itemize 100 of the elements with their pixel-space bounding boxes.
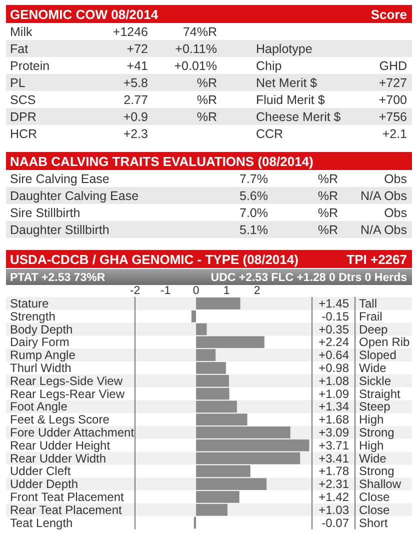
text: +1246: [112, 25, 148, 39]
text: TPI +2267: [346, 252, 407, 267]
data-label: -0.07: [322, 516, 350, 530]
text: Wide: [359, 451, 387, 466]
text: Daughter Stillbirth: [10, 223, 110, 237]
bar: [194, 516, 196, 529]
text: 7.0%: [240, 206, 268, 220]
y-tick-label: Rear Udder Height: [10, 438, 111, 452]
y-tick-label: Thurl Width: [10, 360, 72, 375]
bar: [196, 298, 240, 310]
text: Sloped: [359, 348, 396, 362]
text: Sire Stillbirth: [10, 206, 80, 220]
y-tick-label: Rear Udder Width: [10, 451, 106, 466]
text: Sickle: [359, 374, 392, 388]
y-tick-label: Body Depth: [10, 322, 73, 336]
text: Fluid Merit $: [256, 93, 325, 107]
bar: [191, 310, 196, 322]
text: PL: [10, 76, 26, 90]
text: +0.9: [123, 110, 148, 124]
text: Frail: [359, 309, 382, 324]
text: 5.1%: [240, 223, 268, 237]
text: NAAB CALVING TRAITS EVALUATIONS (08/2014): [10, 154, 314, 169]
text: High: [359, 438, 384, 452]
text: +0.01%: [174, 59, 217, 73]
text: Daughter Calving Ease: [10, 189, 139, 203]
text: %R: [196, 93, 217, 107]
text: High: [359, 412, 384, 427]
text: Sire Calving Ease: [10, 172, 110, 186]
text: PTAT +2.53 73%R: [10, 272, 106, 284]
text: SCS: [10, 93, 36, 107]
text: Fat: [10, 42, 29, 56]
text: Protein: [10, 59, 50, 73]
data-label: +2.24: [318, 335, 350, 350]
text: 2.77: [124, 93, 148, 107]
text: Tall: [359, 296, 378, 310]
x-tick-label: 0: [192, 285, 200, 297]
text: Close: [359, 502, 390, 517]
text: DPR: [10, 110, 36, 124]
text: +2.1: [382, 127, 408, 141]
text: Shallow: [359, 477, 402, 492]
text: Obs: [384, 206, 407, 220]
text: %R: [318, 206, 338, 220]
text: %R: [318, 189, 338, 203]
text: +41: [126, 59, 148, 73]
data-label: +1.03: [318, 502, 350, 517]
text: %R: [318, 172, 338, 186]
y-tick-label: Teat Length: [10, 516, 73, 530]
data-label: +3.41: [318, 451, 350, 466]
x-tick-label: -1: [160, 285, 171, 297]
text: +700: [378, 93, 408, 107]
text: +5.8: [123, 76, 148, 90]
text: 5.6%: [240, 189, 268, 203]
data-label: +1.34: [318, 400, 350, 414]
text: +72: [126, 42, 148, 56]
text: Score: [370, 7, 407, 22]
text: +727: [378, 76, 408, 90]
y-tick-label: Stature: [10, 296, 50, 310]
text: Chip: [256, 59, 282, 73]
text: Cheese Merit $: [256, 110, 341, 124]
text: Straight: [359, 386, 402, 401]
data-label: +1.08: [318, 374, 350, 388]
text: +756: [378, 110, 408, 124]
y-tick-label: Strength: [10, 309, 56, 324]
text: Wide: [359, 360, 387, 375]
data-label: +2.31: [318, 477, 350, 492]
y-tick-label: Fore Udder Attachment: [10, 425, 135, 440]
y-tick-label: Dairy Form: [10, 335, 70, 350]
y-tick-label: Feet & Legs Score: [10, 412, 110, 427]
data-label: -0.15: [322, 309, 350, 324]
text: N/A Obs: [360, 189, 407, 203]
text: Deep: [359, 322, 388, 336]
text: Obs: [384, 172, 407, 186]
data-label: +1.09: [318, 386, 350, 401]
x-tick-label: 1: [223, 285, 230, 297]
data-label: +0.64: [318, 348, 350, 362]
y-tick-label: Foot Angle: [10, 400, 68, 414]
text: %R: [196, 110, 217, 124]
data-label: +1.78: [318, 464, 350, 478]
text: Milk: [10, 25, 33, 39]
text: Strong: [359, 425, 394, 440]
data-label: +0.35: [318, 322, 350, 336]
text: +2.3: [123, 127, 148, 141]
text: CCR: [256, 127, 284, 141]
text: N/A Obs: [360, 223, 407, 237]
y-tick-label: Udder Cleft: [10, 464, 72, 478]
y-tick-label: Rump Angle: [10, 348, 76, 362]
y-tick-label: Udder Depth: [10, 477, 78, 492]
y-tick-label: Rear Teat Placement: [10, 502, 123, 517]
text: Net Merit $: [256, 76, 318, 90]
text: Short: [359, 516, 388, 530]
data-label: +3.71: [318, 438, 350, 452]
data-label: +1.42: [318, 490, 350, 504]
text: Open Rib: [359, 335, 410, 350]
text: UDC +2.53 FLC +1.28 0 Dtrs 0 Herds: [210, 272, 407, 284]
text: GHD: [379, 59, 407, 73]
data-label: +1.45: [318, 296, 350, 310]
x-tick-label: -2: [130, 285, 140, 297]
text: %R: [318, 223, 338, 237]
data-label: +0.98: [318, 360, 350, 375]
text: %R: [196, 76, 217, 90]
